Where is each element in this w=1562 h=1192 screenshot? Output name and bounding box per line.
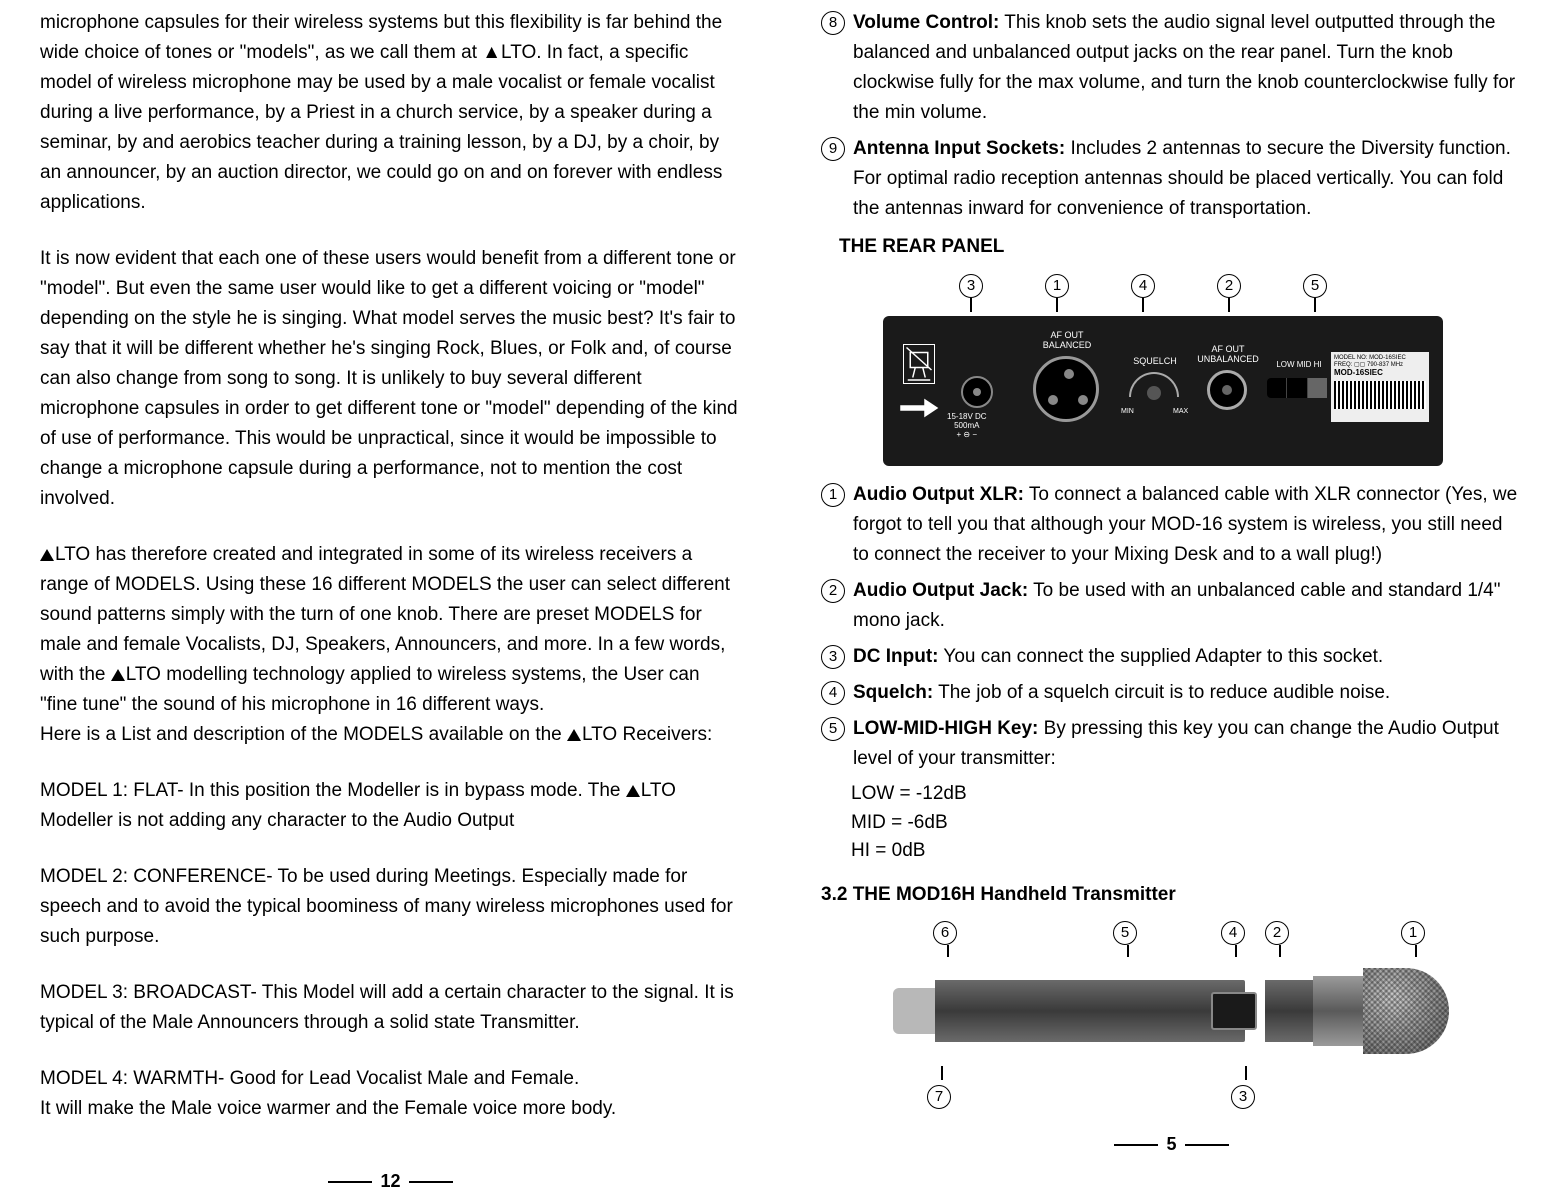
rear-label-4: 4 — [1131, 274, 1155, 298]
rear-3: 3 DC Input: You can connect the supplied… — [821, 642, 1522, 672]
h-label-6: 6 — [933, 921, 957, 945]
hh-body — [935, 980, 1245, 1042]
item-8: 8 Volume Control: This knob sets the aud… — [821, 8, 1522, 128]
barcode-icon — [1334, 381, 1426, 409]
level-mid: MID = -6dB — [851, 809, 1522, 838]
squelch-label: SQUELCH — [1131, 356, 1179, 366]
item-8-title: Volume Control: — [853, 12, 999, 33]
rear-panel-diagram: 15-18V DC 500mA + ⊖ − AF OUT BALANCED SQ… — [883, 316, 1443, 466]
circ-r1: 1 — [821, 483, 845, 507]
page-num: 12 — [380, 1171, 400, 1191]
plate-line2: FREQ: ▢▢ 790-837 MHz — [1334, 361, 1426, 368]
rear-2-title: Audio Output Jack: — [853, 580, 1028, 601]
rear-3-title: DC Input: — [853, 646, 938, 667]
page-number-right: 5 — [821, 1114, 1522, 1155]
circ-r2: 2 — [821, 579, 845, 603]
max-label: MAX — [1173, 408, 1188, 415]
hh-logo — [1265, 980, 1313, 1042]
circ-r5: 5 — [821, 717, 845, 741]
model-1a: MODEL 1: FLAT- In this position the Mode… — [40, 780, 626, 801]
rear-label-2: 2 — [1217, 274, 1241, 298]
para-2: It is now evident that each one of these… — [40, 244, 741, 514]
circ-9: 9 — [821, 137, 845, 161]
handheld-figure: 6 5 4 2 1 7 3 — [893, 918, 1522, 1114]
h-label-3: 3 — [1231, 1085, 1255, 1109]
page-number-left: 12 — [40, 1151, 741, 1192]
rear-3-body: You can connect the supplied Adapter to … — [938, 646, 1383, 667]
weee-icon — [903, 344, 935, 384]
dc-jack — [961, 376, 993, 408]
hh-grille — [1363, 968, 1449, 1054]
rear-label-5: 5 — [1303, 274, 1327, 298]
handheld-bottom-labels: 7 3 — [893, 1066, 1453, 1114]
triangle-icon — [40, 549, 54, 561]
level-hi: HI = 0dB — [851, 837, 1522, 866]
circ-r3: 3 — [821, 645, 845, 669]
para-3: LTO has therefore created and integrated… — [40, 540, 741, 750]
left-page: microphone capsules for their wireless s… — [0, 0, 781, 1129]
arrow-icon — [899, 394, 939, 422]
rear-1-title: Audio Output XLR: — [853, 484, 1024, 505]
squelch-knob — [1129, 372, 1179, 406]
para-1: microphone capsules for their wireless s… — [40, 8, 741, 218]
para-3d: LTO Receivers: — [582, 724, 712, 745]
item-9: 9 Antenna Input Sockets: Includes 2 ante… — [821, 134, 1522, 224]
h-label-4: 4 — [1221, 921, 1245, 945]
rear-5: 5 LOW-MID-HIGH Key: By pressing this key… — [821, 714, 1522, 774]
af-bal-label: AF OUT BALANCED — [1035, 330, 1099, 350]
rear-label-1: 1 — [1045, 274, 1069, 298]
model-2: MODEL 2: CONFERENCE- To be used during M… — [40, 862, 741, 952]
triangle-icon — [111, 669, 125, 681]
triangle-icon — [567, 729, 581, 741]
circ-r4: 4 — [821, 681, 845, 705]
rear-panel-heading: THE REAR PANEL — [839, 236, 1522, 258]
h-label-2: 2 — [1265, 921, 1289, 945]
rear-panel-figure: 3 1 4 2 5 15-18V DC 500mA + ⊖ − AF OUT B… — [883, 274, 1522, 466]
handheld-heading: 3.2 THE MOD16H Handheld Transmitter — [821, 884, 1522, 906]
rear-5-title: LOW-MID-HIGH Key: — [853, 718, 1038, 739]
rear-4-body: The job of a squelch circuit is to reduc… — [933, 682, 1390, 703]
lmh-switch — [1267, 378, 1327, 398]
handheld-diagram — [893, 958, 1453, 1066]
h-label-5: 5 — [1113, 921, 1137, 945]
model-4: MODEL 4: WARMTH- Good for Lead Vocalist … — [40, 1064, 741, 1124]
para-3c: Here is a List and description of the MO… — [40, 724, 567, 745]
plate-line3: MOD-16SIEC — [1334, 368, 1426, 377]
hh-neck — [1313, 976, 1363, 1046]
h-label-7: 7 — [927, 1085, 951, 1109]
h-label-1: 1 — [1401, 921, 1425, 945]
hh-display — [1211, 992, 1257, 1030]
rear-label-3: 3 — [959, 274, 983, 298]
rear-1: 1 Audio Output XLR: To connect a balance… — [821, 480, 1522, 570]
model-1: MODEL 1: FLAT- In this position the Mode… — [40, 776, 741, 836]
circ-8: 8 — [821, 11, 845, 35]
model-3: MODEL 3: BROADCAST- This Model will add … — [40, 978, 741, 1038]
dc-label: 15-18V DC 500mA + ⊖ − — [947, 412, 987, 439]
lmh-label: LOW MID HI — [1267, 360, 1331, 369]
page-num: 5 — [1166, 1134, 1176, 1154]
model-plate: MODEL NO: MOD-16SIEC FREQ: ▢▢ 790-837 MH… — [1331, 352, 1429, 422]
quarter-jack — [1207, 370, 1247, 410]
rear-4-title: Squelch: — [853, 682, 933, 703]
item-9-title: Antenna Input Sockets: — [853, 138, 1065, 159]
af-unbal-label: AF OUT UNBALANCED — [1193, 344, 1263, 364]
para-3b: LTO modelling technology applied to wire… — [40, 664, 700, 715]
xlr-connector — [1033, 356, 1099, 422]
rear-4: 4 Squelch: The job of a squelch circuit … — [821, 678, 1522, 708]
triangle-icon — [626, 785, 640, 797]
rear-top-labels: 3 1 4 2 5 — [883, 274, 1522, 314]
handheld-top-labels: 6 5 4 2 1 — [893, 918, 1453, 958]
level-low: LOW = -12dB — [851, 780, 1522, 809]
levels: LOW = -12dB MID = -6dB HI = 0dB — [821, 780, 1522, 866]
rear-2: 2 Audio Output Jack: To be used with an … — [821, 576, 1522, 636]
right-page: 8 Volume Control: This knob sets the aud… — [781, 0, 1562, 1129]
min-label: MIN — [1121, 408, 1134, 415]
hh-endcap — [893, 988, 935, 1034]
